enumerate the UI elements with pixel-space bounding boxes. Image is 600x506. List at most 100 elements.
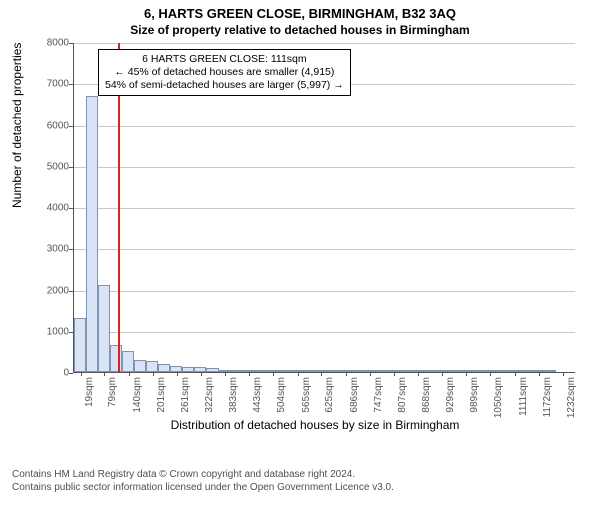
- footer-line-1: Contains HM Land Registry data © Crown c…: [12, 469, 394, 482]
- gridline-h: [74, 167, 575, 168]
- x-tick-label: 807sqm: [397, 377, 408, 413]
- histogram-bar: [544, 370, 556, 372]
- x-tick-label: 140sqm: [132, 377, 143, 413]
- histogram-bar: [471, 370, 483, 372]
- histogram-bar: [231, 370, 243, 372]
- x-tick-mark: [394, 372, 395, 376]
- y-tick-mark: [69, 126, 73, 127]
- histogram-bar: [351, 370, 363, 372]
- y-axis-label: Number of detached properties: [10, 43, 24, 208]
- x-tick-mark: [298, 372, 299, 376]
- x-tick-label: 1111sqm: [518, 377, 529, 416]
- y-tick-label: 6000: [47, 120, 69, 131]
- x-tick-label: 747sqm: [373, 377, 384, 413]
- histogram-bar: [122, 351, 134, 372]
- x-tick-label: 504sqm: [276, 377, 287, 413]
- histogram-bar: [508, 370, 520, 372]
- histogram-bar: [447, 370, 459, 372]
- x-tick-mark: [177, 372, 178, 376]
- annotation-line-1: 6 HARTS GREEN CLOSE: 111sqm: [105, 53, 344, 66]
- histogram-bar: [375, 370, 387, 372]
- histogram-bar: [327, 370, 339, 372]
- x-tick-mark: [466, 372, 467, 376]
- x-tick-label: 929sqm: [445, 377, 456, 413]
- histogram-bar: [86, 96, 98, 372]
- y-tick-label: 7000: [47, 79, 69, 90]
- histogram-chart: Number of detached properties 6 HARTS GR…: [55, 43, 575, 423]
- x-tick-label: 1050sqm: [493, 377, 504, 418]
- histogram-bar: [399, 370, 411, 372]
- footer-attribution: Contains HM Land Registry data © Crown c…: [12, 469, 394, 494]
- x-tick-label: 565sqm: [301, 377, 312, 413]
- x-tick-mark: [563, 372, 564, 376]
- x-tick-mark: [370, 372, 371, 376]
- histogram-bar: [74, 318, 86, 372]
- gridline-h: [74, 332, 575, 333]
- x-tick-label: 79sqm: [107, 377, 118, 407]
- x-tick-mark: [249, 372, 250, 376]
- histogram-bar: [520, 370, 532, 372]
- y-tick-label: 1000: [47, 326, 69, 337]
- histogram-bar: [303, 370, 315, 372]
- x-tick-label: 989sqm: [469, 377, 480, 413]
- y-tick-mark: [69, 291, 73, 292]
- y-tick-label: 8000: [47, 38, 69, 49]
- histogram-bar: [182, 367, 194, 372]
- histogram-bar: [255, 370, 267, 372]
- x-tick-label: 868sqm: [421, 377, 432, 413]
- gridline-h: [74, 249, 575, 250]
- annotation-line-3: 54% of semi-detached houses are larger (…: [105, 79, 344, 92]
- x-tick-mark: [225, 372, 226, 376]
- x-tick-mark: [201, 372, 202, 376]
- x-axis-label: Distribution of detached houses by size …: [55, 418, 575, 432]
- gridline-h: [74, 208, 575, 209]
- x-tick-label: 1232sqm: [566, 377, 577, 418]
- y-tick-label: 5000: [47, 161, 69, 172]
- x-tick-mark: [515, 372, 516, 376]
- x-tick-mark: [153, 372, 154, 376]
- x-tick-label: 261sqm: [180, 377, 191, 413]
- x-tick-label: 19sqm: [84, 377, 95, 407]
- histogram-bar: [134, 360, 146, 372]
- page-title-subtitle: Size of property relative to detached ho…: [0, 23, 600, 37]
- y-tick-mark: [69, 84, 73, 85]
- x-tick-label: 383sqm: [228, 377, 239, 413]
- plot-area: 6 HARTS GREEN CLOSE: 111sqm ← 45% of det…: [73, 43, 575, 373]
- x-tick-mark: [418, 372, 419, 376]
- y-tick-mark: [69, 43, 73, 44]
- y-tick-mark: [69, 167, 73, 168]
- x-tick-label: 686sqm: [349, 377, 360, 413]
- x-tick-mark: [539, 372, 540, 376]
- x-tick-mark: [273, 372, 274, 376]
- gridline-h: [74, 126, 575, 127]
- page-title-address: 6, HARTS GREEN CLOSE, BIRMINGHAM, B32 3A…: [0, 6, 600, 21]
- y-tick-mark: [69, 208, 73, 209]
- y-tick-mark: [69, 332, 73, 333]
- histogram-bar: [206, 368, 218, 372]
- y-tick-mark: [69, 373, 73, 374]
- x-tick-mark: [442, 372, 443, 376]
- histogram-bar: [423, 370, 435, 372]
- histogram-bar: [532, 370, 544, 372]
- histogram-bar: [496, 370, 508, 372]
- x-tick-mark: [129, 372, 130, 376]
- x-tick-label: 625sqm: [324, 377, 335, 413]
- histogram-bar: [146, 361, 158, 372]
- y-tick-label: 3000: [47, 244, 69, 255]
- x-tick-mark: [490, 372, 491, 376]
- y-tick-label: 2000: [47, 285, 69, 296]
- y-tick-mark: [69, 249, 73, 250]
- gridline-h: [74, 43, 575, 44]
- y-tick-label: 4000: [47, 203, 69, 214]
- x-tick-mark: [81, 372, 82, 376]
- histogram-bar: [279, 370, 291, 372]
- x-tick-mark: [104, 372, 105, 376]
- annotation-line-2: ← 45% of detached houses are smaller (4,…: [105, 66, 344, 79]
- footer-line-2: Contains public sector information licen…: [12, 482, 394, 495]
- x-tick-label: 201sqm: [156, 377, 167, 413]
- histogram-bar: [98, 285, 110, 372]
- x-tick-mark: [346, 372, 347, 376]
- annotation-box: 6 HARTS GREEN CLOSE: 111sqm ← 45% of det…: [98, 49, 351, 96]
- x-tick-label: 1172sqm: [542, 377, 553, 417]
- gridline-h: [74, 291, 575, 292]
